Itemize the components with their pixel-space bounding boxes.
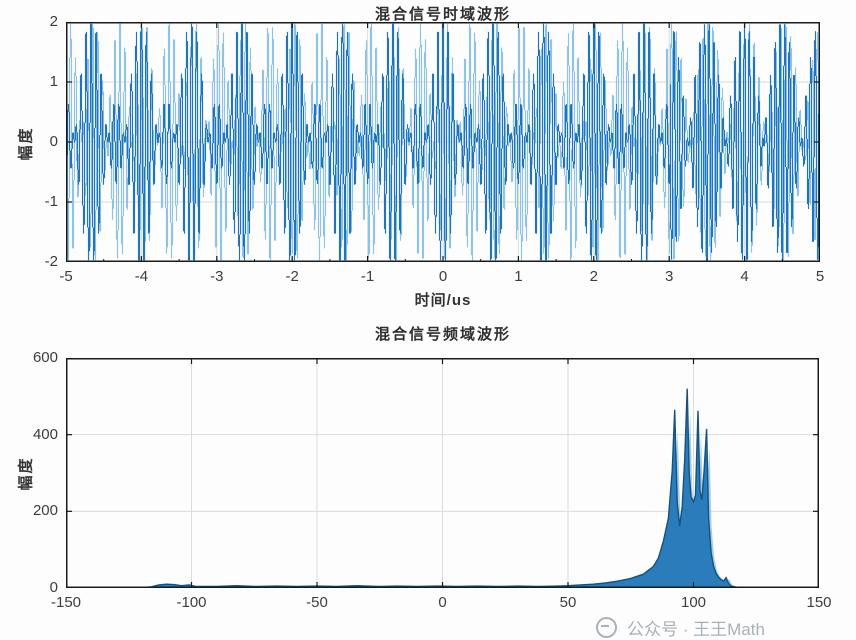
x-tick-label: 100: [680, 594, 707, 611]
x-tick-label: 3: [665, 268, 674, 285]
x-tick-label: -1: [360, 268, 375, 285]
y-tick-label: 1: [49, 73, 58, 90]
frequency-domain-plot: [66, 358, 819, 588]
watermark: 公众号 · 王王Math: [596, 615, 765, 640]
frequency-yaxis-label: 幅度: [17, 456, 35, 491]
frequency-domain-spectrum: [66, 358, 819, 588]
y-tick-label: 0: [49, 133, 58, 150]
x-tick-label: 2: [589, 268, 598, 285]
x-tick-label: -5: [59, 268, 73, 285]
y-tick-label: 400: [32, 425, 58, 443]
x-tick-label: -4: [134, 268, 149, 285]
time-domain-plot: [66, 22, 820, 262]
x-tick-label: -2: [285, 268, 299, 285]
x-tick-label: 0: [438, 594, 447, 611]
time-yaxis-label: 幅度: [17, 126, 35, 161]
y-tick-label: -2: [44, 253, 58, 270]
x-tick-label: -100: [176, 594, 207, 611]
frequency-domain-title: 混合信号频域波形: [374, 326, 511, 343]
watermark-text: 公众号 · 王王Math: [627, 620, 765, 639]
y-tick-label: -1: [44, 193, 58, 210]
time-domain-waveform: [66, 22, 820, 262]
y-tick-label: 2: [49, 13, 58, 30]
x-tick-label: -3: [210, 268, 224, 285]
x-tick-label: 5: [815, 268, 825, 285]
x-tick-label: 50: [559, 594, 577, 611]
x-tick-label: -150: [50, 594, 82, 611]
y-tick-label: 600: [32, 349, 58, 366]
y-tick-label: 0: [49, 579, 58, 596]
watermark-logo-icon: [596, 617, 617, 638]
x-tick-label: 0: [438, 268, 448, 285]
x-tick-label: 1: [514, 268, 523, 285]
x-tick-label: 150: [806, 594, 832, 611]
time-domain-title: 混合信号时域波形: [374, 6, 511, 23]
x-tick-label: -50: [306, 594, 328, 611]
x-tick-label: 4: [740, 268, 749, 285]
time-axis-label: 时间/us: [414, 292, 472, 309]
y-tick-label: 200: [32, 502, 58, 520]
